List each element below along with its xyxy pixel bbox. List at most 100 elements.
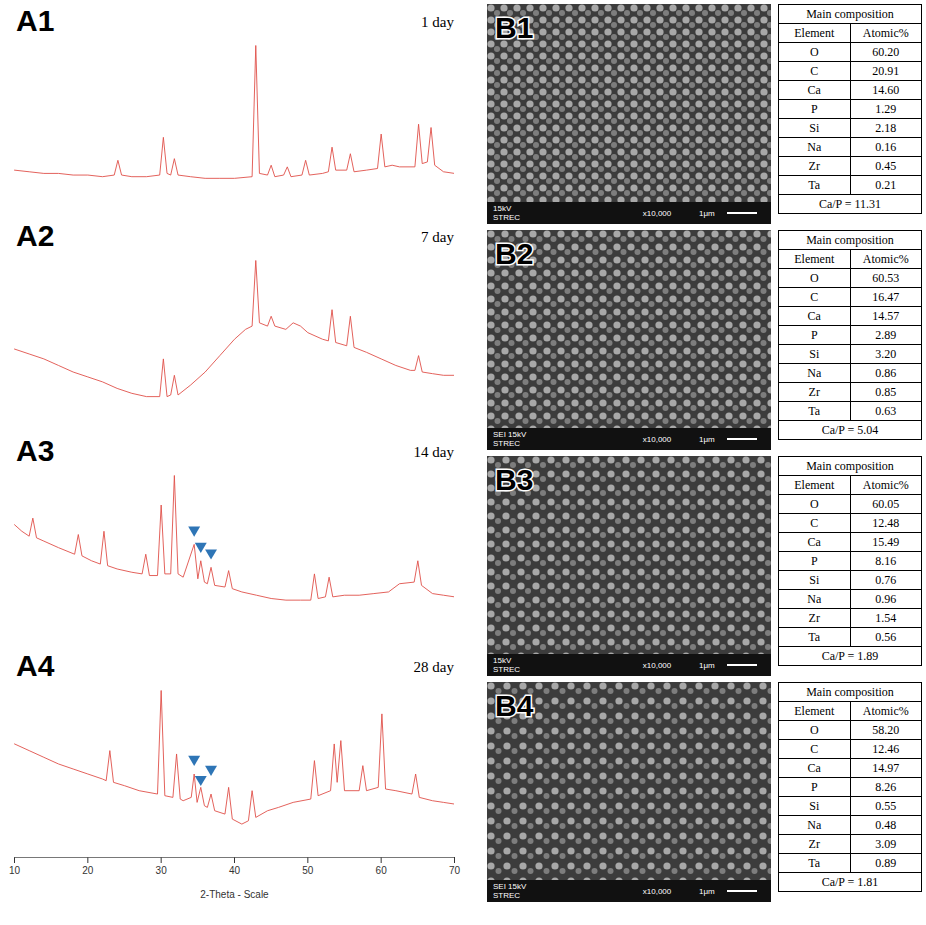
html-text:1 day: 1 day — [421, 14, 454, 30]
svg-text:15kV: 15kV — [493, 656, 512, 665]
html-text:60.20: 60.20 — [872, 45, 900, 59]
html-text:2.18: 2.18 — [875, 121, 897, 135]
svg-text:B3: B3 — [495, 463, 533, 496]
svg-text:x10,000: x10,000 — [643, 887, 672, 896]
html-text:Ca/P = 11.31: Ca/P = 11.31 — [818, 197, 882, 211]
html-text:Element: Element — [794, 252, 835, 266]
html-text:Zr: Zr — [808, 837, 820, 851]
html-text:Atomic%: Atomic% — [862, 252, 909, 266]
html-text:0.63: 0.63 — [875, 404, 897, 418]
svg-text:50: 50 — [302, 865, 314, 876]
svg-text:STREC: STREC — [493, 439, 520, 448]
html-text:28 day: 28 day — [413, 659, 454, 675]
html-text:Ta: Ta — [808, 630, 821, 644]
html-text:0.55: 0.55 — [875, 799, 897, 813]
html-text:16.47: 16.47 — [872, 290, 900, 304]
html-text:14.60: 14.60 — [872, 83, 900, 97]
html-text:1.54: 1.54 — [875, 611, 897, 625]
html-text:2.89: 2.89 — [875, 328, 897, 342]
html-text:A4: A4 — [16, 649, 55, 682]
html-text:58.20: 58.20 — [872, 723, 900, 737]
html-text:3.20: 3.20 — [875, 347, 897, 361]
html-text:Ta: Ta — [808, 178, 821, 192]
html-text:1.29: 1.29 — [875, 102, 897, 116]
svg-text:SEI 15kV: SEI 15kV — [493, 430, 527, 439]
html-text:Atomic%: Atomic% — [862, 478, 909, 492]
svg-text:60: 60 — [376, 865, 388, 876]
html-text:Na: Na — [807, 366, 822, 380]
html-text:15.49: 15.49 — [872, 535, 900, 549]
html-text:Atomic%: Atomic% — [862, 704, 909, 718]
html-text:A3: A3 — [16, 434, 55, 467]
html-text:3.09: 3.09 — [875, 837, 897, 851]
html-text:Main composition: Main composition — [806, 7, 894, 21]
html-text:0.85: 0.85 — [875, 385, 897, 399]
html-text:7 day: 7 day — [421, 229, 454, 245]
html-text:Ca/P = 1.81: Ca/P = 1.81 — [821, 875, 879, 889]
html-text:Ta: Ta — [808, 404, 821, 418]
html-text:0.48: 0.48 — [875, 818, 897, 832]
svg-text:STREC: STREC — [493, 891, 520, 900]
svg-text:2-Theta - Scale: 2-Theta - Scale — [200, 889, 269, 900]
svg-text:1μm: 1μm — [699, 661, 715, 670]
svg-text:x10,000: x10,000 — [643, 661, 672, 670]
html-text:0.56: 0.56 — [875, 630, 897, 644]
svg-text:70: 70 — [449, 865, 461, 876]
svg-text:x10,000: x10,000 — [643, 209, 672, 218]
svg-text:B2: B2 — [495, 237, 533, 270]
html-text:0.45: 0.45 — [875, 159, 897, 173]
html-text:0.86: 0.86 — [875, 366, 897, 380]
html-text:Ta: Ta — [808, 856, 821, 870]
html-text:60.05: 60.05 — [872, 497, 900, 511]
html-text:Zr: Zr — [808, 385, 820, 399]
html-text:Na: Na — [807, 140, 822, 154]
html-text:12.46: 12.46 — [872, 742, 900, 756]
html-text:12.48: 12.48 — [872, 516, 900, 530]
svg-text:B4: B4 — [495, 689, 534, 722]
html-text:14.57: 14.57 — [872, 309, 900, 323]
html-text:14 day: 14 day — [413, 444, 454, 460]
html-text:Na: Na — [807, 818, 822, 832]
html-text:Ca: Ca — [807, 309, 821, 323]
svg-text:1μm: 1μm — [699, 887, 715, 896]
html-text:Element: Element — [794, 478, 835, 492]
html-text:14.97: 14.97 — [872, 761, 900, 775]
html-text:Zr: Zr — [808, 159, 820, 173]
html-text:Ca: Ca — [807, 761, 821, 775]
html-text:0.89: 0.89 — [875, 856, 897, 870]
html-text:Ca/P = 5.04: Ca/P = 5.04 — [821, 423, 879, 437]
html-text:Ca/P = 1.89: Ca/P = 1.89 — [821, 649, 879, 663]
html-text:0.76: 0.76 — [875, 573, 897, 587]
html-text:Main composition: Main composition — [806, 685, 894, 699]
svg-text:STREC: STREC — [493, 665, 520, 674]
html-text:Main composition: Main composition — [806, 233, 894, 247]
svg-text:15kV: 15kV — [493, 204, 512, 213]
html-text:Element: Element — [794, 26, 835, 40]
html-text:Zr: Zr — [808, 611, 820, 625]
html-text:0.96: 0.96 — [875, 592, 897, 606]
svg-text:x10,000: x10,000 — [643, 435, 672, 444]
svg-text:10: 10 — [9, 865, 21, 876]
html-text:Main composition: Main composition — [806, 459, 894, 473]
svg-text:SEI 15kV: SEI 15kV — [493, 882, 527, 891]
html-text:A2: A2 — [16, 219, 55, 252]
svg-text:30: 30 — [156, 865, 168, 876]
html-text:Element: Element — [794, 704, 835, 718]
html-text:20.91: 20.91 — [872, 64, 900, 78]
html-text:Atomic%: Atomic% — [862, 26, 909, 40]
html-text:Ca: Ca — [807, 83, 821, 97]
html-text:A1: A1 — [16, 4, 55, 37]
html-text:8.26: 8.26 — [875, 780, 897, 794]
svg-text:1μm: 1μm — [699, 435, 715, 444]
html-text:0.16: 0.16 — [875, 140, 897, 154]
svg-text:40: 40 — [229, 865, 241, 876]
html-text:60.53: 60.53 — [872, 271, 900, 285]
svg-text:STREC: STREC — [493, 213, 520, 222]
svg-text:20: 20 — [82, 865, 94, 876]
html-text:Na: Na — [807, 592, 822, 606]
html-text:Ca: Ca — [807, 535, 821, 549]
svg-text:B1: B1 — [495, 11, 533, 44]
html-text:0.21: 0.21 — [875, 178, 897, 192]
svg-text:1μm: 1μm — [699, 209, 715, 218]
html-text:8.16: 8.16 — [875, 554, 897, 568]
